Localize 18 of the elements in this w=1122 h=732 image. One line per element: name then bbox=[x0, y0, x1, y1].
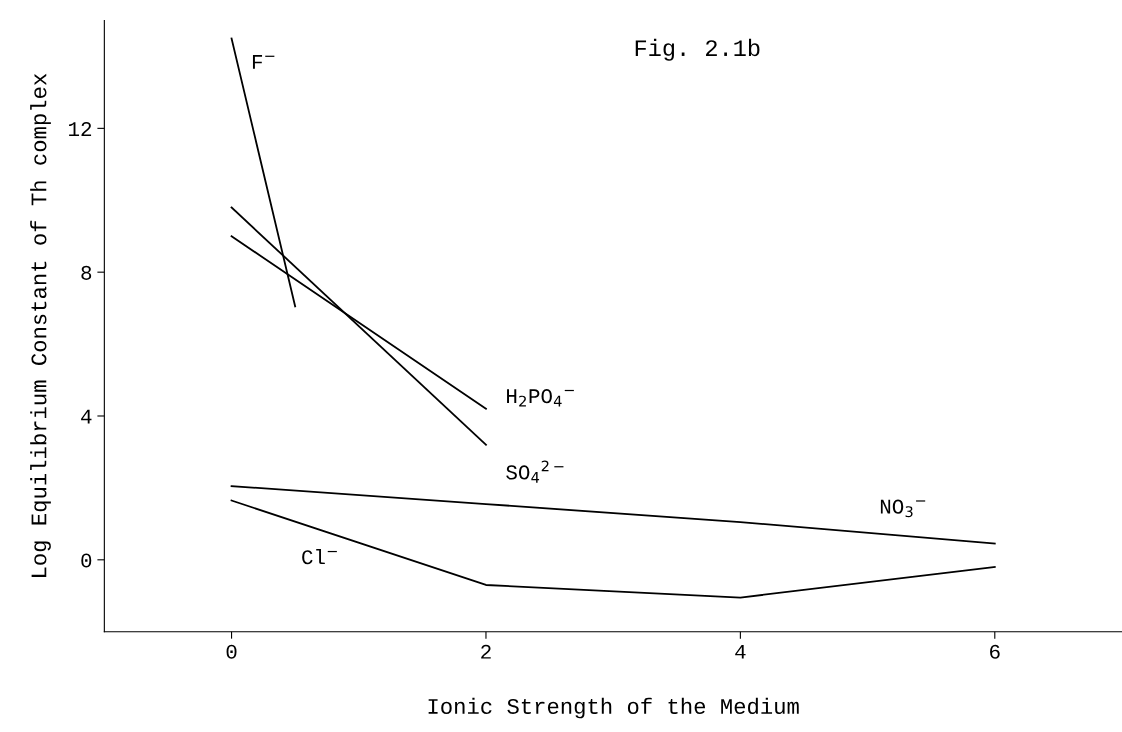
y-tick-label: 8 bbox=[81, 265, 92, 280]
line-series bbox=[230, 499, 996, 599]
line-series bbox=[230, 485, 996, 545]
series-label: H$_{2}$PO$_{4}$$^{−}$ bbox=[507, 389, 574, 407]
y-tick-label: 12 bbox=[69, 121, 92, 136]
x-tick-label: 6 bbox=[990, 644, 1000, 659]
x-tick-label: 4 bbox=[735, 644, 746, 659]
series-label: SO$_{4}$$^{2−}$ bbox=[506, 460, 564, 483]
y-axis-title: Log Equilibrium Constant of Th complex bbox=[30, 73, 51, 577]
x-tick-label: 2 bbox=[481, 644, 491, 659]
text: Fig. 2.1b bbox=[635, 38, 760, 61]
series-label: Cl$^{−}$ bbox=[302, 549, 337, 565]
series-label: F$^{−}$ bbox=[252, 55, 275, 69]
series-label: NO$_{3}$$^{−}$ bbox=[880, 499, 926, 518]
x-axis-title: Ionic Strength of the Medium bbox=[428, 697, 799, 719]
x-tick-label: 0 bbox=[226, 644, 237, 659]
y-tick-label: 0 bbox=[81, 553, 92, 568]
y-tick-label: 4 bbox=[81, 409, 92, 424]
